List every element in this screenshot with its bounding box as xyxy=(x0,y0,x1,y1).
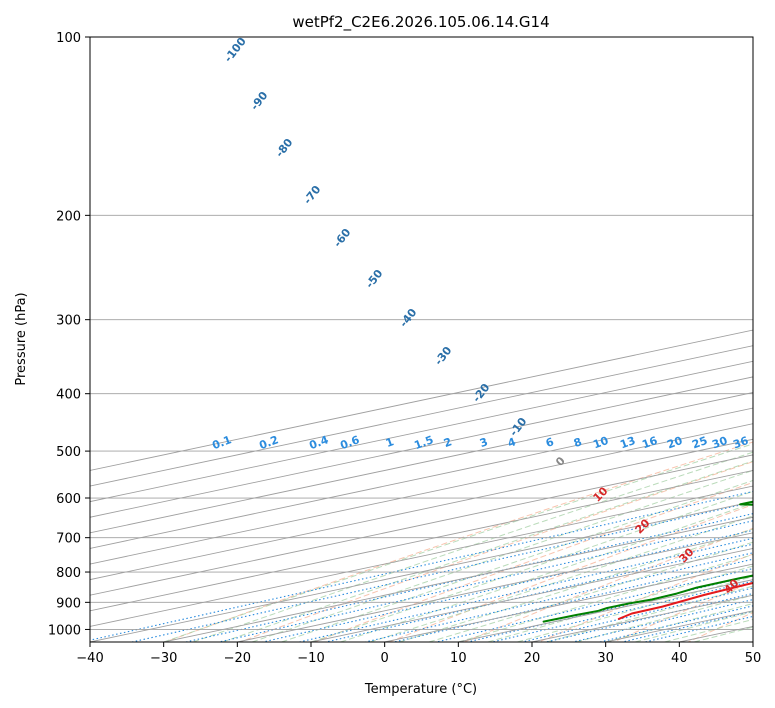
x-tick-label: −20 xyxy=(224,651,251,666)
x-tick-label: 10 xyxy=(450,651,467,666)
x-tick-label: −40 xyxy=(76,651,103,666)
mixing-ratio-label: 0.4 xyxy=(307,433,330,452)
x-axis-label: Temperature (°C) xyxy=(364,682,477,697)
mixing-ratio-label: 3 xyxy=(478,435,490,450)
mixing-ratio-line xyxy=(467,575,753,642)
moist-adiabat-line xyxy=(192,451,753,642)
mixing-ratio-label: 30 xyxy=(710,434,729,452)
chart-title: wetPf2_C2E6.2026.105.06.14.G14 xyxy=(292,13,549,32)
mixing-ratio-line xyxy=(185,513,753,642)
y-tick-label: 400 xyxy=(56,388,81,403)
x-tick-label: 50 xyxy=(745,651,762,666)
mixing-ratio-line xyxy=(572,598,753,642)
moist-adiabat-line xyxy=(428,541,753,642)
x-tick-label: −10 xyxy=(297,651,324,666)
x-tick-label: 30 xyxy=(597,651,614,666)
mixing-ratio-label: 0.6 xyxy=(338,433,361,452)
mixing-ratio-label: 4 xyxy=(506,435,518,450)
x-tick-label: −30 xyxy=(150,651,177,666)
moist-adiabat-line xyxy=(251,469,753,642)
x-axis: −40 −30 −20 −10 0 10 20 30 40 50 xyxy=(76,642,761,666)
dry-adiabat-line xyxy=(165,441,753,642)
dry-adiabat-line xyxy=(463,527,753,642)
mixing-ratio-label: 1.5 xyxy=(412,433,435,452)
mixing-ratio-line xyxy=(90,490,753,641)
mixing-ratio-label: 6 xyxy=(544,435,556,450)
background-lines xyxy=(90,37,753,642)
mixing-ratio-label: 10 xyxy=(591,434,610,452)
moist-adiabat-line xyxy=(222,460,753,642)
moist-adiabat-line xyxy=(163,443,753,642)
y-tick-label: 800 xyxy=(56,566,81,581)
y-axis: 100 200 300 400 500 600 700 800 900 1000 xyxy=(48,31,90,638)
mixing-ratio-label: 0.1 xyxy=(210,433,233,452)
x-tick-label: 40 xyxy=(671,651,688,666)
mixing-ratio-line xyxy=(218,520,753,642)
mixing-ratio-line xyxy=(299,537,753,642)
x-tick-label: 0 xyxy=(381,651,389,666)
isotherm-line xyxy=(163,516,753,642)
mixing-ratio-label: 0.2 xyxy=(257,433,280,452)
isotherm-line xyxy=(90,407,753,549)
isotherm-line xyxy=(90,485,753,627)
moist-adiabat-line xyxy=(281,479,753,642)
isotherm-line xyxy=(90,469,753,612)
dry-adiabat-line xyxy=(389,504,753,642)
dry-adiabat-line xyxy=(314,481,753,642)
mixing-ratio-line xyxy=(131,501,753,642)
isotherm-line xyxy=(237,532,753,642)
mixing-ratio-line xyxy=(325,543,753,642)
isotherm-line xyxy=(90,329,753,471)
moist-adiabat-line xyxy=(369,515,753,642)
y-tick-label: 900 xyxy=(56,596,81,611)
mixing-ratio-label: 1 xyxy=(384,435,396,450)
y-tick-label: 600 xyxy=(56,492,81,507)
mixing-ratio-label: 2 xyxy=(442,435,454,450)
mixing-ratio-label: 8 xyxy=(572,435,584,450)
y-tick-label: 300 xyxy=(56,314,81,329)
isotherm-line xyxy=(90,438,753,581)
isotherm-line xyxy=(90,501,753,642)
mixing-ratio-label: 20 xyxy=(665,434,684,452)
y-tick-label: 100 xyxy=(56,31,81,46)
mixing-ratio-line xyxy=(521,587,753,642)
y-tick-label: 1000 xyxy=(48,623,81,638)
mixing-ratio-label: 13 xyxy=(618,434,637,451)
y-axis-label: Pressure (hPa) xyxy=(14,292,29,385)
y-tick-label: 500 xyxy=(56,445,81,460)
mixing-ratio-label: 36 xyxy=(731,434,750,452)
dry-adiabat-line xyxy=(239,461,753,642)
mixing-ratio-label: 16 xyxy=(640,434,659,452)
x-tick-label: 20 xyxy=(524,651,541,666)
isotherm-line xyxy=(90,423,753,565)
y-tick-label: 700 xyxy=(56,532,81,547)
mixing-ratio-line xyxy=(394,558,753,642)
y-tick-label: 200 xyxy=(56,209,81,224)
isotherm-line xyxy=(90,454,753,596)
mixing-ratio-label: 25 xyxy=(690,434,709,451)
mixing-ratio-line xyxy=(262,529,753,642)
plot-frame xyxy=(89,36,754,643)
